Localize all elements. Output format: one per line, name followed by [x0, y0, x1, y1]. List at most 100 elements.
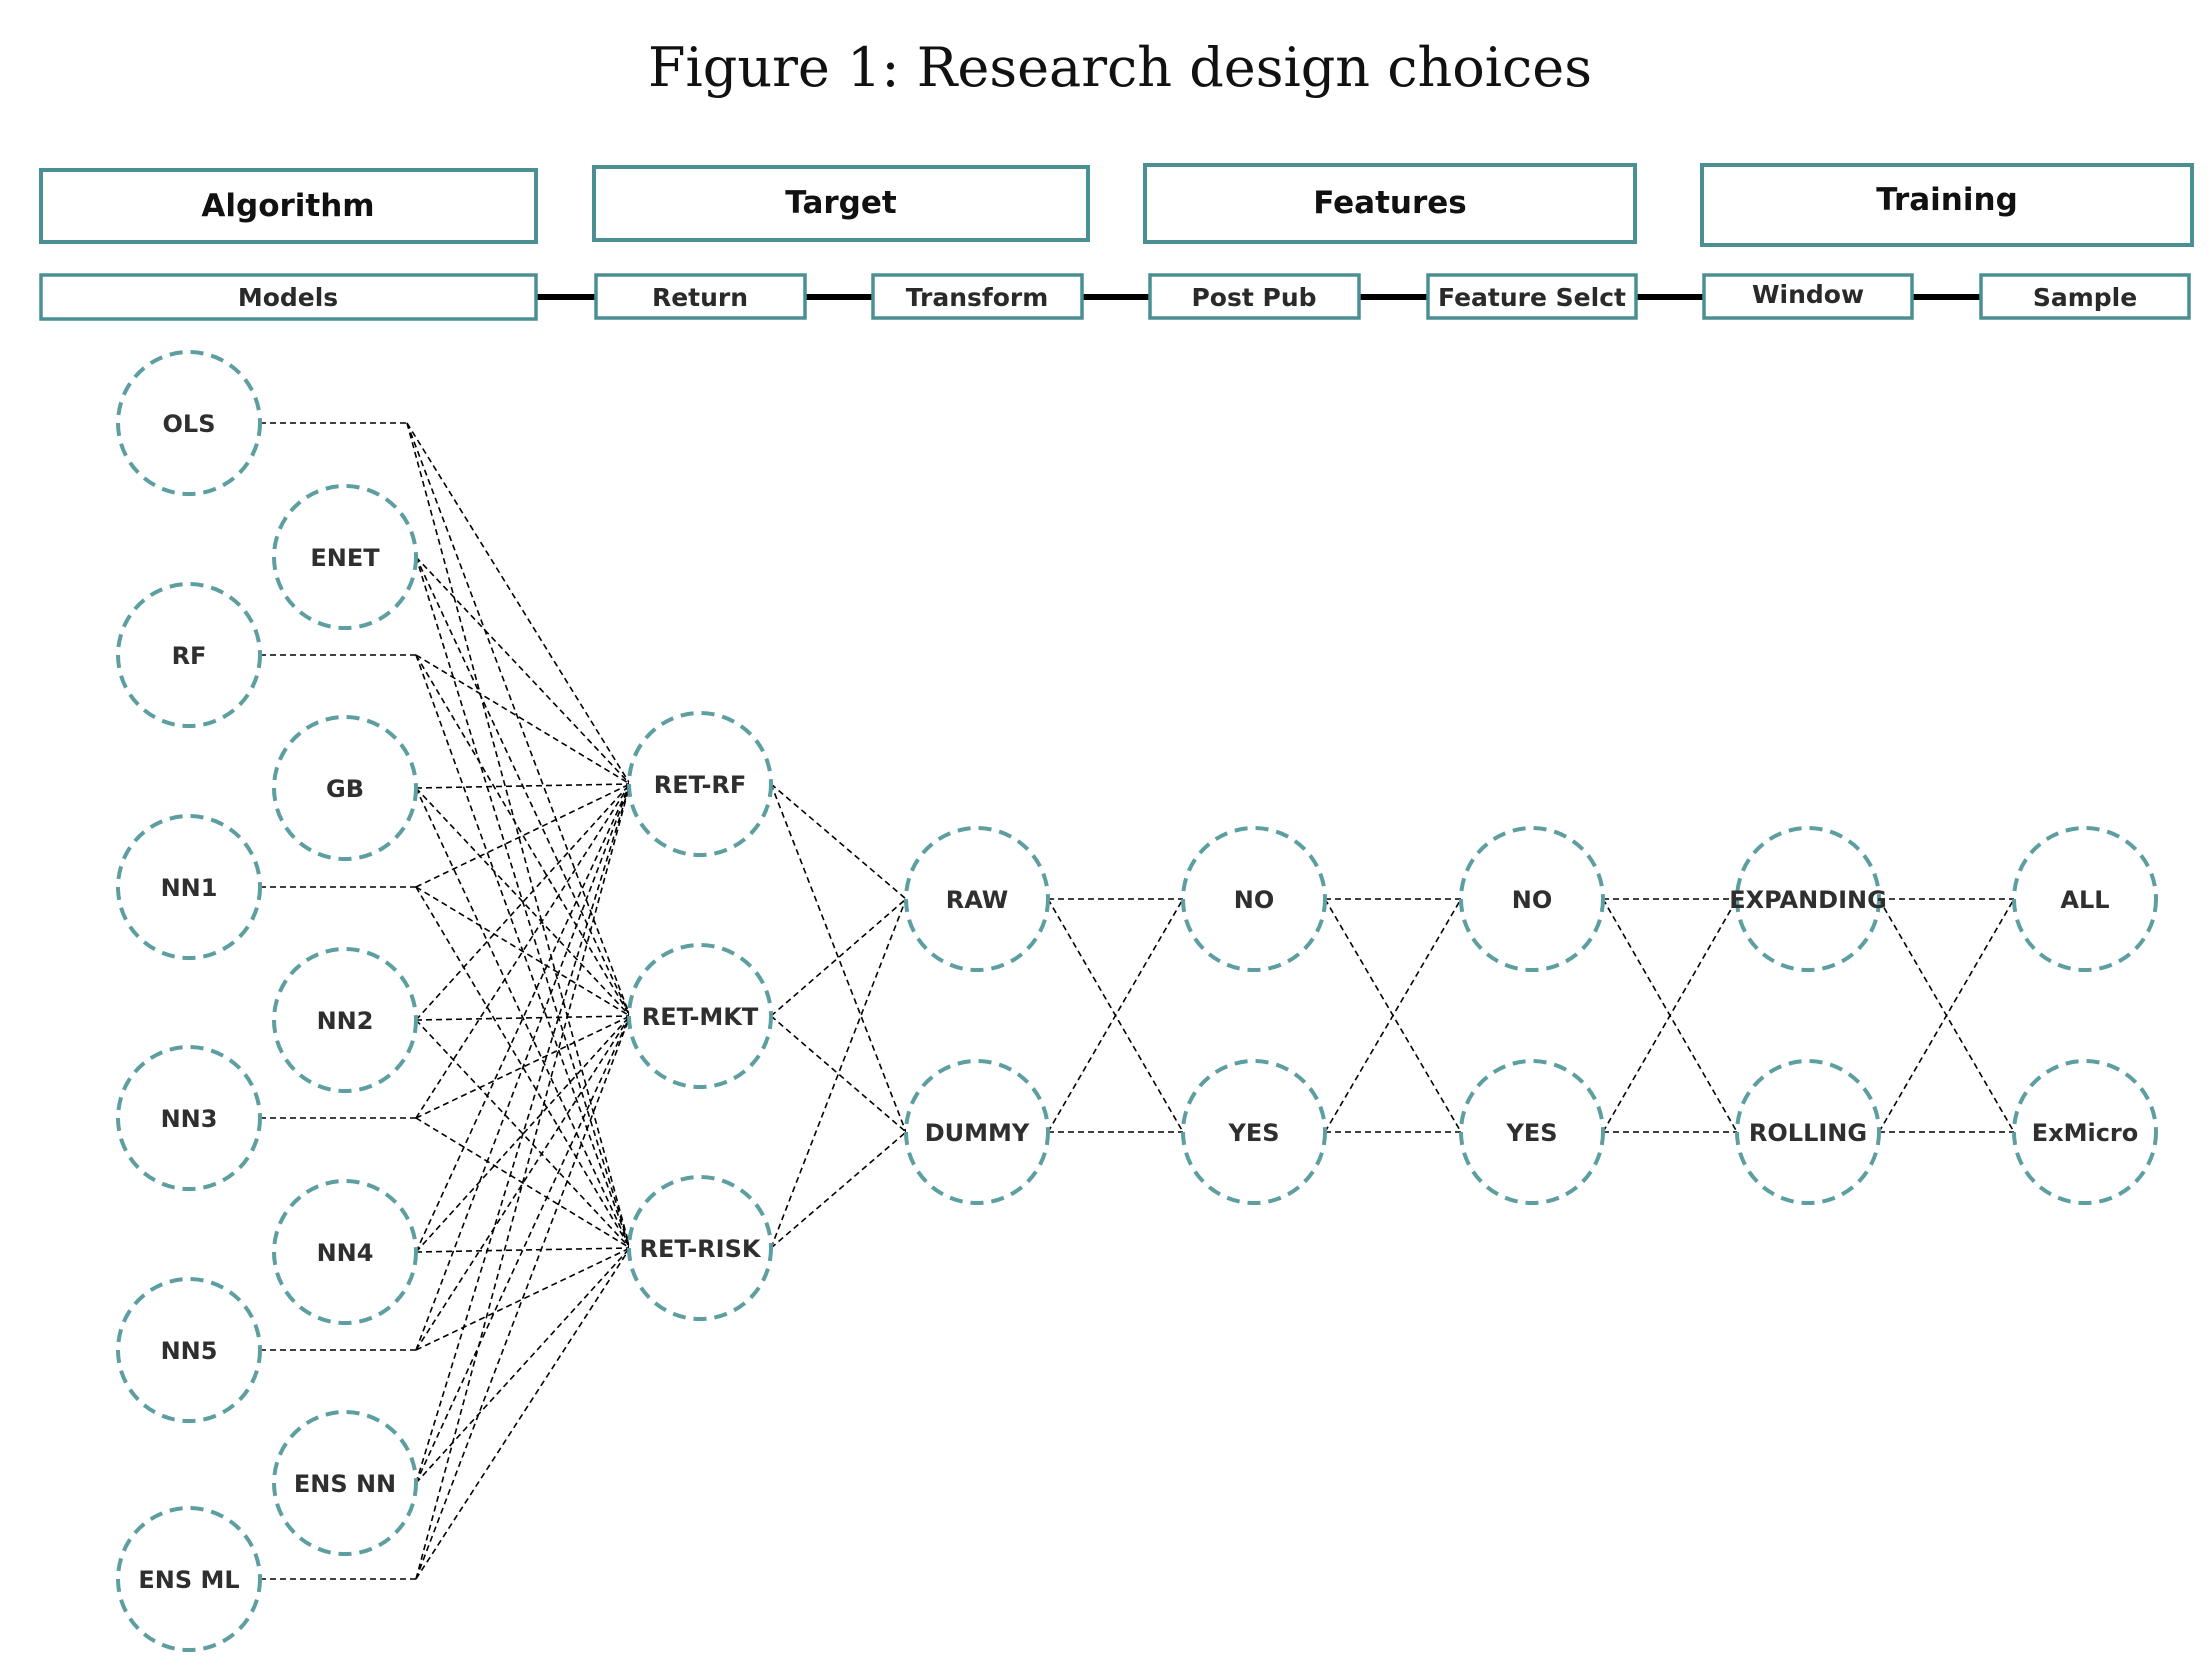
model-to-return-edge [415, 783, 631, 1351]
model-to-return-edge [406, 422, 631, 1249]
model-to-return-edge [415, 787, 631, 1249]
sub-transform: Transform [871, 273, 1084, 320]
sub-models: Models [39, 273, 538, 321]
node-dummy-label: DUMMY [925, 1119, 1030, 1147]
return-to-transform-edge [770, 783, 907, 1133]
node-exmicro: ExMicro [2012, 1059, 2158, 1205]
model-to-return-edge [406, 422, 631, 785]
node-exmicro-label: ExMicro [2032, 1119, 2139, 1147]
node-rolling-label: ROLLING [1749, 1119, 1867, 1147]
node-post-pub-yes-label: YES [1227, 1119, 1279, 1147]
node-ret-mkt-label: RET-MKT [642, 1003, 759, 1031]
node-feature-selct-no: NO [1459, 826, 1605, 972]
node-enet-label: ENET [310, 544, 380, 572]
model-to-return-edge [415, 654, 631, 785]
return-to-transform-edge [770, 898, 907, 1249]
return-to-transform-edge [770, 1131, 907, 1249]
node-gb: GB [272, 715, 418, 861]
sub-feature-selct-label: Feature Selct [1438, 283, 1626, 312]
category-training-label: Training [1876, 182, 2018, 218]
stage-edge [1324, 898, 1462, 1133]
node-feature-selct-yes: YES [1459, 1059, 1605, 1205]
node-nn5-label: NN5 [161, 1337, 218, 1365]
node-raw-label: RAW [946, 886, 1008, 914]
node-post-pub-yes: YES [1181, 1059, 1327, 1205]
sub-window: Window [1702, 273, 1914, 320]
node-post-pub-no: NO [1181, 826, 1327, 972]
stage-edge [1878, 898, 2015, 1133]
model-to-return-edge [415, 1015, 631, 1021]
node-ols: OLS [116, 350, 262, 496]
sub-return: Return [594, 273, 807, 320]
stage-edge [1047, 898, 1184, 1133]
node-feature-selct-yes-label: YES [1505, 1119, 1557, 1147]
category-target: Target [592, 165, 1090, 242]
model-to-return-edge [415, 783, 631, 1253]
node-gb-label: GB [326, 775, 364, 803]
sub-post-pub-label: Post Pub [1191, 283, 1316, 312]
model-to-return-edge [415, 1015, 631, 1351]
node-ret-mkt: RET-MKT [627, 943, 773, 1089]
model-to-return-edge [415, 783, 631, 789]
return-to-transform-edge [770, 1015, 907, 1133]
node-ens-ml: ENS ML [116, 1506, 262, 1652]
node-all: ALL [2012, 826, 2158, 972]
node-all-label: ALL [2060, 886, 2109, 914]
category-features-label: Features [1313, 185, 1467, 221]
model-to-return-edge [415, 1247, 631, 1253]
node-nn1: NN1 [116, 814, 262, 960]
node-ens-nn: ENS NN [272, 1410, 418, 1556]
node-nn3: NN3 [116, 1045, 262, 1191]
node-rf: RF [116, 582, 262, 728]
node-expanding-label: EXPANDING [1729, 886, 1887, 914]
sub-sample: Sample [1979, 273, 2191, 320]
node-rolling: ROLLING [1735, 1059, 1881, 1205]
sub-transform-label: Transform [906, 283, 1049, 312]
node-ols-label: OLS [163, 410, 216, 438]
model-to-return-edge [415, 556, 631, 1017]
node-nn4: NN4 [272, 1179, 418, 1325]
model-to-return-edge [415, 1247, 631, 1580]
node-nn3-label: NN3 [161, 1105, 218, 1133]
model-to-return-edge [415, 783, 631, 1484]
model-to-return-edge [415, 787, 631, 1017]
model-to-return-edge [415, 556, 631, 785]
node-raw: RAW [904, 826, 1050, 972]
category-target-label: Target [785, 185, 897, 221]
figure-title: Figure 1: Research design choices [648, 36, 1592, 99]
category-algorithm: Algorithm [39, 168, 538, 244]
node-expanding: EXPANDING [1729, 826, 1887, 972]
model-to-return-edge [415, 1019, 631, 1249]
connection-edges [260, 422, 2015, 1580]
node-rf-label: RF [172, 642, 207, 670]
sub-post-pub: Post Pub [1148, 273, 1361, 320]
node-nn4-label: NN4 [317, 1239, 374, 1267]
sub-sample-label: Sample [2033, 283, 2137, 312]
node-ret-rf: RET-RF [627, 711, 773, 857]
category-algorithm-label: Algorithm [201, 188, 374, 224]
node-nn5: NN5 [116, 1277, 262, 1423]
model-to-return-edge [415, 1247, 631, 1484]
node-ens-ml-label: ENS ML [138, 1566, 239, 1594]
model-to-return-edge [415, 1015, 631, 1580]
sub-return-label: Return [652, 283, 748, 312]
model-to-return-edge [415, 783, 631, 1021]
node-feature-selct-no-label: NO [1512, 886, 1553, 914]
node-ret-rf-label: RET-RF [654, 771, 747, 799]
category-features: Features [1143, 163, 1637, 244]
node-ret-risk-label: RET-RISK [640, 1235, 762, 1263]
sub-window-label: Window [1752, 280, 1864, 309]
node-nn2: NN2 [272, 947, 418, 1093]
model-to-return-edge [415, 556, 631, 1249]
node-nn2-label: NN2 [317, 1007, 374, 1035]
node-ens-nn-label: ENS NN [294, 1470, 396, 1498]
node-post-pub-no-label: NO [1234, 886, 1275, 914]
return-to-transform-edge [770, 898, 907, 1017]
sub-feature-selct: Feature Selct [1426, 273, 1638, 320]
model-to-return-edge [415, 886, 631, 1017]
model-to-return-edge [415, 1015, 631, 1253]
model-to-return-edge [415, 1015, 631, 1484]
sub-models-label: Models [238, 283, 338, 312]
category-training: Training [1700, 163, 2194, 247]
